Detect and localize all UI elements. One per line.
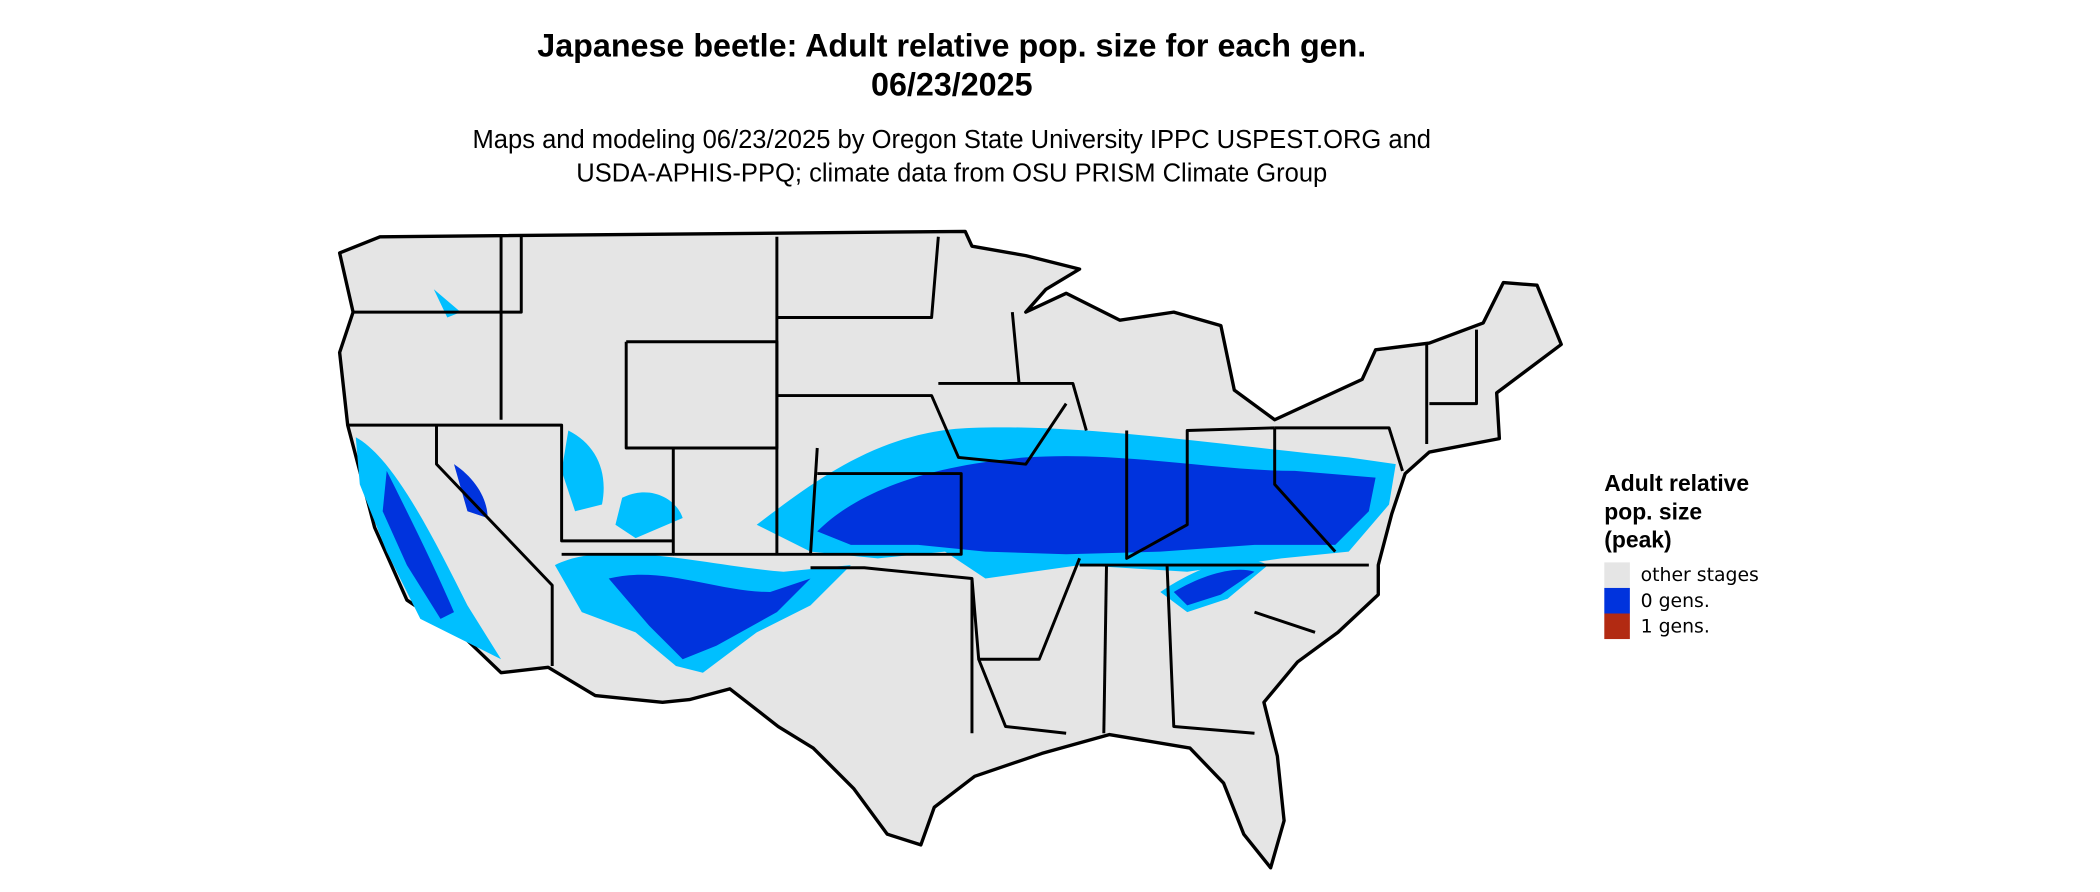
legend-swatch [1604, 562, 1630, 588]
legend-title: (peak) [1604, 527, 1671, 553]
map-coverage [355, 289, 1396, 673]
us-map [337, 229, 1563, 870]
state-borders [347, 236, 1478, 735]
legend-title: pop. size [1604, 498, 1702, 524]
legend-label: other stages [1641, 565, 1759, 586]
subtitle: Maps and modeling 06/23/2025 by Oregon S… [473, 126, 1432, 154]
legend-label: 0 gens. [1641, 591, 1710, 612]
legend-swatch [1604, 613, 1630, 640]
legend-swatch [1604, 587, 1630, 614]
legend-title: Adult relative [1604, 470, 1749, 496]
title: Japanese beetle: Adult relative pop. siz… [537, 28, 1366, 64]
subtitle: USDA-APHIS-PPQ; climate data from OSU PR… [576, 160, 1327, 188]
legend: Adult relative pop. size (peak) other st… [1604, 470, 1759, 640]
title: 06/23/2025 [871, 67, 1033, 103]
legend-label: 1 gens. [1641, 616, 1710, 637]
